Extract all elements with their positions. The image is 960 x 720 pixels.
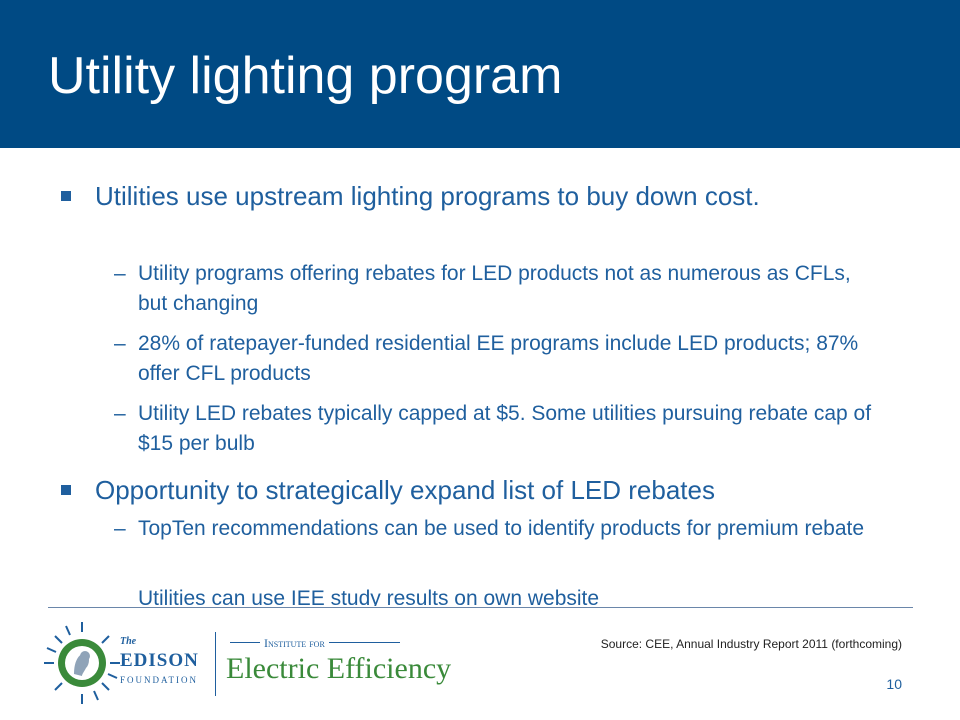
bullet-item: Opportunity to strategically expand list… [61, 472, 885, 509]
dash-bullet-icon: – [114, 332, 126, 355]
sub-bullet-item: – TopTen recommendations can be used to … [114, 514, 878, 544]
sub-bullet-item: – Utilities can use IEE study results on… [138, 584, 878, 606]
dash-bullet-icon: – [114, 517, 126, 540]
sub-bullet-text: Utility LED rebates typically capped at … [138, 402, 872, 455]
edison-foundation-text: FOUNDATION [120, 675, 198, 685]
sub-bullet-text: Utilities can use IEE study results on o… [138, 587, 600, 606]
square-bullet-icon [61, 191, 71, 201]
slide-title: Utility lighting program [48, 47, 563, 105]
bullet-text: Opportunity to strategically expand list… [95, 475, 715, 505]
footer-logos: The EDISON FOUNDATION Institute for Elec… [42, 618, 451, 708]
sub-bullet-text: Utility programs offering rebates for LE… [138, 262, 851, 315]
dash-bullet-icon: – [114, 262, 126, 285]
bullet-text: Utilities use upstream lighting programs… [95, 181, 760, 211]
edison-the-text: The [120, 636, 137, 647]
sub-bullet-item: – Utility programs offering rebates for … [114, 259, 878, 319]
iee-name-text: Electric Efficiency [226, 652, 452, 685]
square-bullet-icon [61, 485, 71, 495]
sub-bullet-item: – 28% of ratepayer-funded residential EE… [114, 329, 878, 389]
logo-divider [215, 632, 216, 696]
footer-divider [48, 607, 913, 608]
sub-bullet-text: 28% of ratepayer-funded residential EE p… [138, 332, 859, 385]
title-bar: Utility lighting program [0, 0, 960, 148]
source-note: Source: CEE, Annual Industry Report 2011… [600, 637, 902, 651]
bullet-item: Utilities use upstream lighting programs… [61, 178, 885, 215]
edison-sunburst-logo-icon [44, 622, 120, 704]
dash-bullet-icon: – [114, 402, 126, 425]
iee-top-text: Institute for [260, 636, 329, 651]
edison-name-text: EDISON [120, 650, 199, 671]
sub-bullet-text: TopTen recommendations can be used to id… [138, 517, 865, 540]
page-number: 10 [886, 676, 902, 692]
sub-bullet-item: – Utility LED rebates typically capped a… [114, 399, 878, 459]
